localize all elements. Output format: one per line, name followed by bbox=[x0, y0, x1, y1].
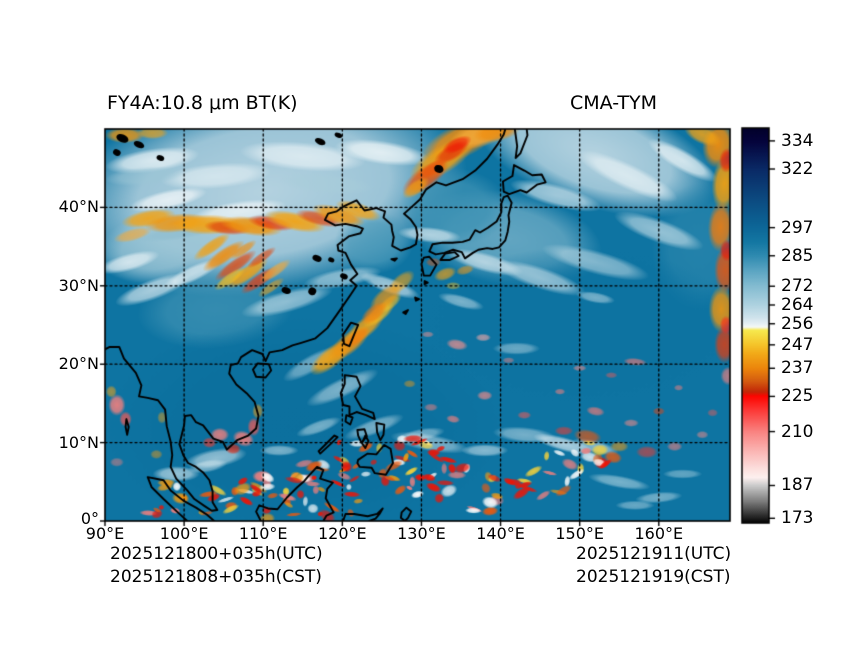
colorbar-tick-label: 225 bbox=[781, 386, 814, 407]
y-tick-label: 0° bbox=[80, 509, 99, 528]
init-time-utc: 2025121800+035h(UTC) bbox=[110, 544, 323, 564]
colorbar-tick-label: 210 bbox=[781, 421, 814, 442]
valid-time-utc: 2025121911(UTC) bbox=[576, 544, 732, 564]
y-tick-label: 30°N bbox=[58, 275, 99, 295]
model-name-title: CMA-TYM bbox=[570, 92, 657, 114]
x-tick-label: 140°E bbox=[476, 524, 525, 543]
y-tick-label: 10°N bbox=[58, 432, 99, 452]
x-tick-label: 90°E bbox=[85, 524, 125, 543]
x-tick-label: 150°E bbox=[555, 524, 604, 543]
colorbar-tick-label: 173 bbox=[781, 508, 814, 529]
colorbar-tick-label: 285 bbox=[781, 245, 814, 266]
y-tick-label: 20°N bbox=[58, 354, 99, 374]
map-plot-area bbox=[105, 129, 730, 521]
colorbar-tick-label: 334 bbox=[781, 130, 814, 151]
colorbar-tick-label: 264 bbox=[781, 294, 814, 315]
x-tick-label: 110°E bbox=[238, 524, 288, 543]
colorbar-tick-label: 247 bbox=[781, 334, 814, 355]
x-tick-label: 120°E bbox=[318, 524, 367, 543]
x-tick-label: 130°E bbox=[397, 524, 446, 543]
colorbar-tick-label: 297 bbox=[781, 217, 814, 238]
valid-time-cst: 2025121919(CST) bbox=[576, 567, 731, 587]
colorbar-tick-label: 256 bbox=[781, 313, 814, 334]
colorbar-tick-label: 322 bbox=[781, 159, 814, 180]
y-tick-label: 40°N bbox=[58, 197, 99, 217]
colorbar bbox=[742, 128, 769, 523]
plot-title: FY4A:10.8 μm BT(K) bbox=[107, 92, 298, 114]
x-tick-label: 160°E bbox=[634, 524, 684, 543]
x-tick-label: 100°E bbox=[159, 524, 209, 543]
colorbar-tick-label: 272 bbox=[781, 276, 814, 297]
colorbar-tick-label: 187 bbox=[781, 475, 814, 496]
init-time-cst: 2025121808+035h(CST) bbox=[110, 567, 322, 587]
colorbar-tick-label: 237 bbox=[781, 358, 814, 379]
